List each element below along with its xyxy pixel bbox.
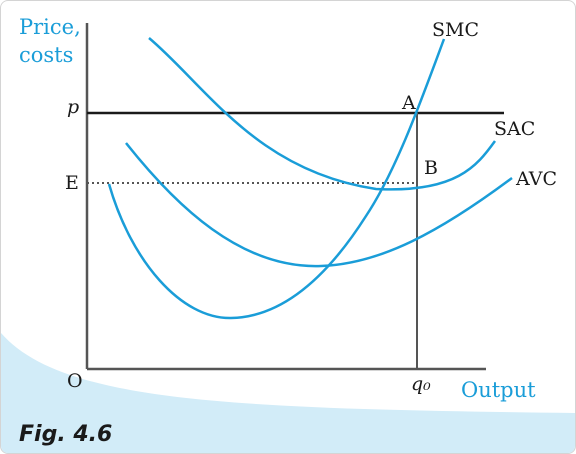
y-axis-title-line1: Price, <box>19 15 81 39</box>
price-label: p <box>67 96 79 118</box>
x-axis-title: Output <box>461 378 536 402</box>
sac-curve <box>148 37 497 191</box>
point-b-label: B <box>424 157 438 179</box>
y-axis-title-line2: costs <box>19 43 73 67</box>
corner-decoration <box>1 333 575 453</box>
point-a-label: A <box>401 92 416 114</box>
figure-caption: Fig. 4.6 <box>19 422 112 447</box>
e-label: E <box>65 172 79 194</box>
avc-label: AVC <box>515 168 557 190</box>
avc-curve <box>125 142 513 268</box>
smc-curve <box>107 38 446 320</box>
sac-label: SAC <box>494 118 535 140</box>
q0-label: q₀ <box>411 373 431 395</box>
smc-label: SMC <box>432 19 479 41</box>
origin-label: O <box>67 370 83 392</box>
